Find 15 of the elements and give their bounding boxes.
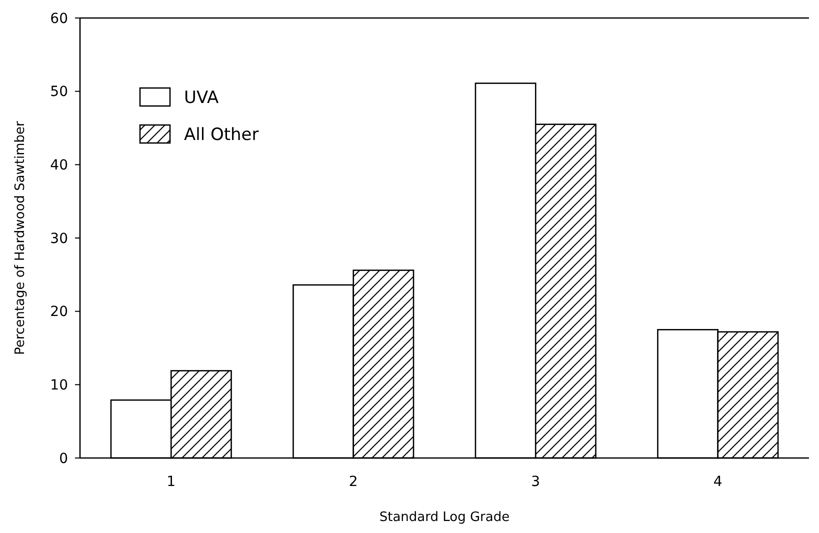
y-tick-label: 50 [50,84,68,100]
y-tick-label: 60 [50,10,68,27]
x-tick-label: 1 [166,474,176,490]
x-tick-label: 4 [713,474,722,490]
y-tick-label: 40 [50,158,68,174]
y-tick-label: 0 [59,450,68,467]
x-tick-label: 3 [531,474,540,490]
y-tick-label: 30 [50,230,68,247]
y-axis-title: Percentage of Hardwood Sawtimber [13,120,28,355]
x-axis-title: Standard Log Grade [379,510,510,525]
y-tick-label: 10 [50,378,68,394]
y-tick-label: 20 [50,304,68,320]
legend-label: All Other [184,124,259,145]
legend-label: UVA [184,88,219,108]
x-tick-label: 2 [348,474,358,490]
